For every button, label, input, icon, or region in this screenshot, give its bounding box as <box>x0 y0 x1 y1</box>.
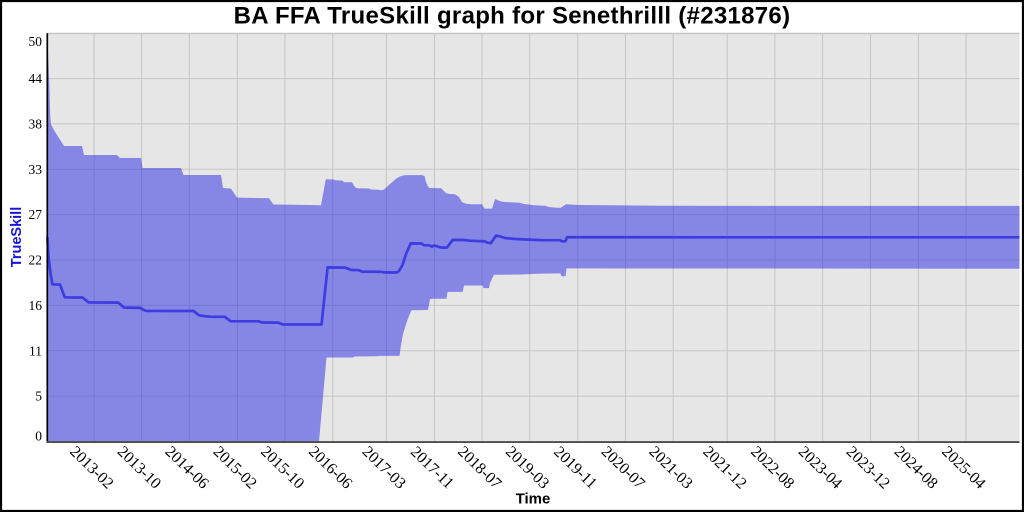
svg-text:44: 44 <box>29 71 43 86</box>
svg-text:5: 5 <box>35 389 42 404</box>
svg-text:22: 22 <box>29 253 43 268</box>
svg-text:38: 38 <box>29 116 43 131</box>
svg-text:16: 16 <box>29 298 43 313</box>
svg-text:TrueSkill: TrueSkill <box>9 207 25 267</box>
svg-text:27: 27 <box>29 207 43 222</box>
svg-text:33: 33 <box>29 162 43 177</box>
svg-text:BA FFA TrueSkill graph for Sen: BA FFA TrueSkill graph for Senethrilll (… <box>234 3 791 30</box>
svg-text:Time: Time <box>516 491 551 508</box>
svg-text:50: 50 <box>29 34 43 49</box>
svg-text:11: 11 <box>29 343 42 358</box>
svg-text:0: 0 <box>35 429 42 444</box>
